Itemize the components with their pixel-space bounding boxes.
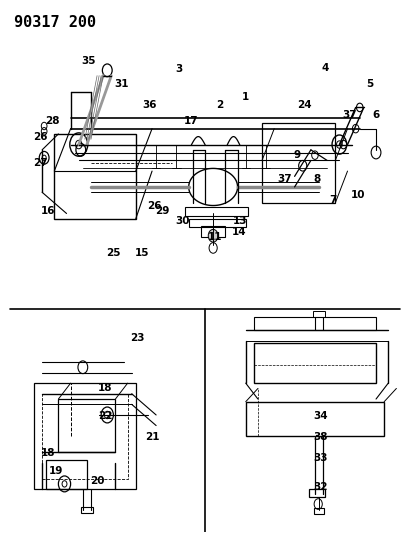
Text: 17: 17 — [183, 116, 198, 126]
Bar — [188, 219, 245, 227]
Bar — [42, 394, 127, 479]
Text: 35: 35 — [81, 56, 96, 66]
Text: 21: 21 — [144, 432, 159, 442]
Text: 38: 38 — [313, 432, 328, 442]
Text: 4: 4 — [321, 63, 328, 72]
Text: 2: 2 — [215, 100, 222, 110]
Text: 5: 5 — [365, 78, 373, 88]
Bar — [200, 225, 225, 237]
Text: 37: 37 — [342, 110, 356, 120]
Bar — [253, 317, 375, 330]
Text: 22: 22 — [98, 411, 112, 421]
Text: 16: 16 — [41, 206, 55, 216]
Text: 20: 20 — [90, 477, 104, 486]
Bar — [81, 507, 93, 513]
Text: 3: 3 — [175, 64, 182, 74]
Text: 34: 34 — [313, 411, 328, 421]
Text: 1: 1 — [241, 92, 249, 102]
Bar — [34, 383, 135, 489]
Text: 18: 18 — [41, 448, 55, 458]
Text: 10: 10 — [350, 190, 364, 200]
Text: 31: 31 — [114, 78, 128, 88]
Text: 27: 27 — [33, 158, 47, 168]
Bar — [54, 134, 135, 219]
Circle shape — [208, 229, 218, 242]
Text: 9: 9 — [292, 150, 299, 160]
Text: 19: 19 — [49, 466, 63, 475]
Text: 33: 33 — [313, 454, 328, 463]
Text: 7: 7 — [329, 195, 336, 205]
Text: 28: 28 — [45, 116, 59, 126]
Text: 15: 15 — [134, 248, 149, 259]
Text: 24: 24 — [297, 100, 311, 110]
Text: 25: 25 — [106, 248, 120, 259]
Bar — [312, 311, 324, 317]
Bar — [46, 460, 87, 489]
Text: 30: 30 — [175, 216, 189, 227]
Bar — [313, 508, 323, 514]
Bar — [308, 489, 324, 497]
Bar — [253, 343, 375, 383]
Text: 13: 13 — [232, 216, 246, 227]
Text: 11: 11 — [207, 232, 222, 243]
Bar — [184, 207, 247, 216]
Text: 26: 26 — [146, 200, 161, 211]
Text: 18: 18 — [98, 383, 112, 393]
Bar — [261, 123, 335, 203]
Text: 8: 8 — [312, 174, 320, 184]
Text: 23: 23 — [130, 333, 145, 343]
Text: 32: 32 — [313, 481, 328, 491]
Text: 6: 6 — [371, 110, 379, 120]
Bar — [58, 399, 115, 452]
Text: 90317 200: 90317 200 — [13, 14, 95, 30]
Text: 37: 37 — [276, 174, 291, 184]
Text: 14: 14 — [232, 227, 246, 237]
Text: 29: 29 — [155, 206, 169, 216]
Text: 26: 26 — [33, 132, 47, 142]
Bar — [245, 402, 383, 436]
Text: 36: 36 — [142, 100, 157, 110]
